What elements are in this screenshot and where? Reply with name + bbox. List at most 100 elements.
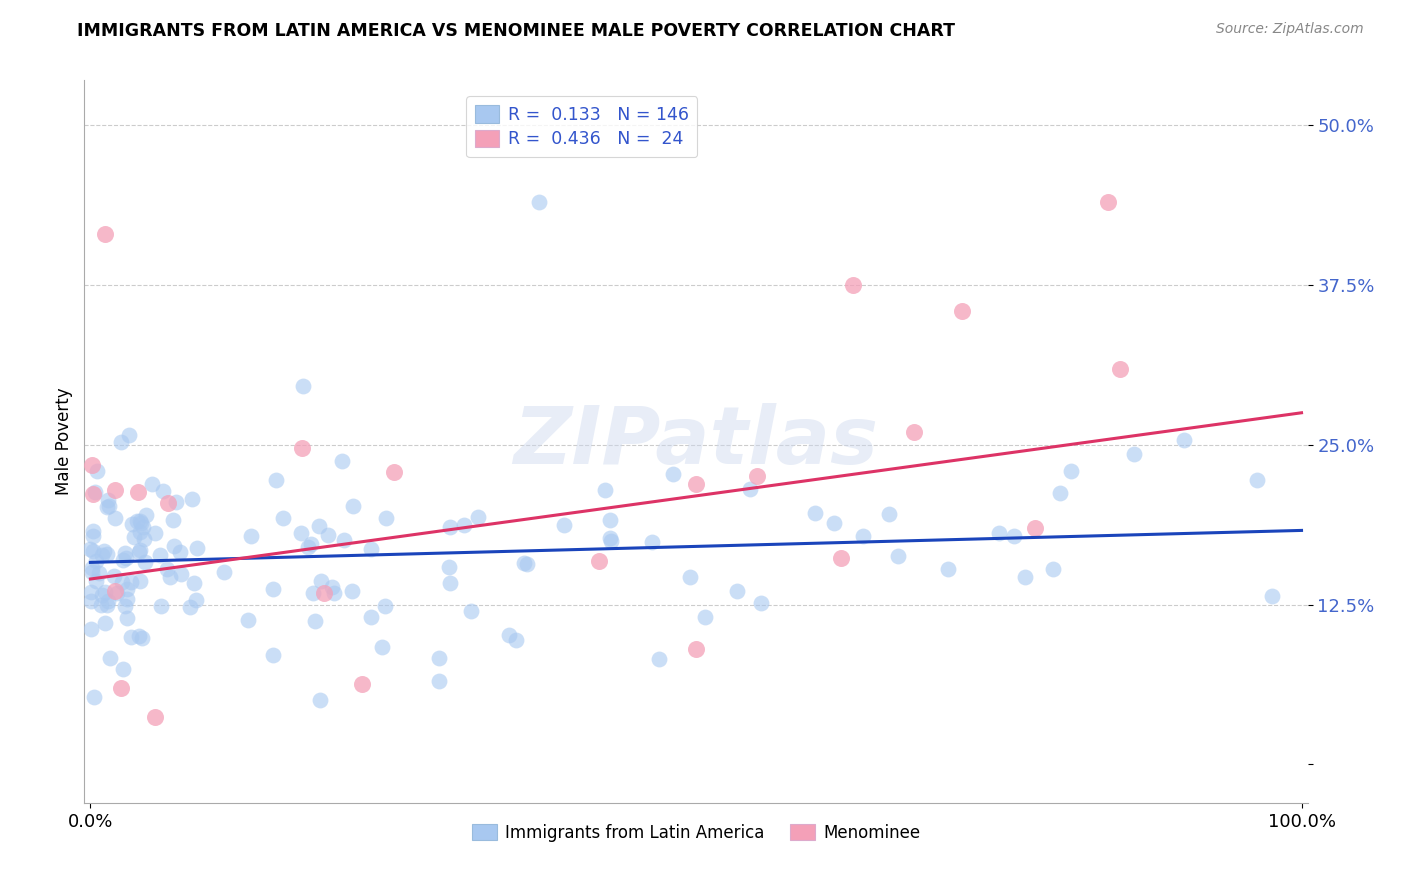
Point [1173,433,1195,447]
Point [1097,194,1119,209]
Point [93,584,115,599]
Point [127,485,149,500]
Point [513,556,536,570]
Text: Source: ZipAtlas.com: Source: ZipAtlas.com [1216,22,1364,37]
Point [374,599,396,614]
Point [97,493,120,508]
Point [132,532,155,546]
Point [94,616,117,631]
Point [104,510,127,524]
Point [239,529,262,543]
Point [96,500,118,514]
Point [115,582,138,596]
Point [157,496,180,510]
Point [98,651,121,665]
Point [134,555,156,569]
Point [553,517,575,532]
Point [599,531,621,545]
Point [309,693,332,707]
Point [186,592,208,607]
Point [82,524,104,538]
Point [96,547,118,561]
Point [352,677,374,691]
Point [877,508,900,522]
Text: ZIPatlas: ZIPatlas [513,402,879,481]
Point [84,554,107,568]
Point [460,604,482,618]
Point [97,594,120,608]
Point [340,583,363,598]
Point [238,613,260,627]
Point [1261,589,1284,603]
Point [128,524,150,539]
Point [111,575,134,590]
Point [842,277,865,292]
Point [527,194,550,209]
Point [115,591,138,606]
Point [82,529,104,543]
Point [304,614,326,628]
Point [141,477,163,491]
Point [183,576,205,591]
Point [90,588,112,602]
Point [427,674,450,689]
Point [87,566,110,580]
Point [467,510,489,524]
Point [105,586,128,600]
Point [599,513,621,527]
Point [143,526,166,541]
Point [453,518,475,533]
Point [439,520,461,534]
Point [695,610,717,624]
Point [588,554,610,568]
Point [80,594,103,608]
Point [110,434,132,449]
Point [180,491,202,506]
Point [641,535,664,549]
Point [104,583,127,598]
Point [804,506,827,520]
Point [745,468,768,483]
Point [90,598,112,612]
Point [156,562,179,576]
Point [725,584,748,599]
Point [104,483,127,497]
Point [830,550,852,565]
Point [290,441,312,455]
Point [82,544,104,558]
Point [323,586,346,600]
Point [86,465,108,479]
Point [678,570,700,584]
Point [135,508,157,522]
Point [149,599,172,613]
Point [166,495,188,509]
Point [114,599,136,613]
Point [179,600,201,615]
Point [749,596,772,610]
Point [302,586,325,600]
Point [82,486,104,500]
Point [1024,521,1046,535]
Point [1014,570,1036,584]
Point [94,227,117,241]
Point [264,473,287,487]
Point [308,519,330,533]
Point [121,516,143,531]
Point [505,632,527,647]
Point [437,560,460,574]
Point [127,514,149,528]
Point [439,575,461,590]
Point [91,549,114,563]
Point [83,690,105,705]
Point [186,541,208,555]
Point [360,610,382,624]
Point [98,499,121,513]
Point [685,477,707,491]
Point [685,642,707,657]
Point [149,548,172,562]
Point [114,546,136,560]
Point [903,425,925,440]
Legend: Immigrants from Latin America, Menominee: Immigrants from Latin America, Menominee [465,817,927,848]
Point [80,566,103,580]
Point [84,574,107,589]
